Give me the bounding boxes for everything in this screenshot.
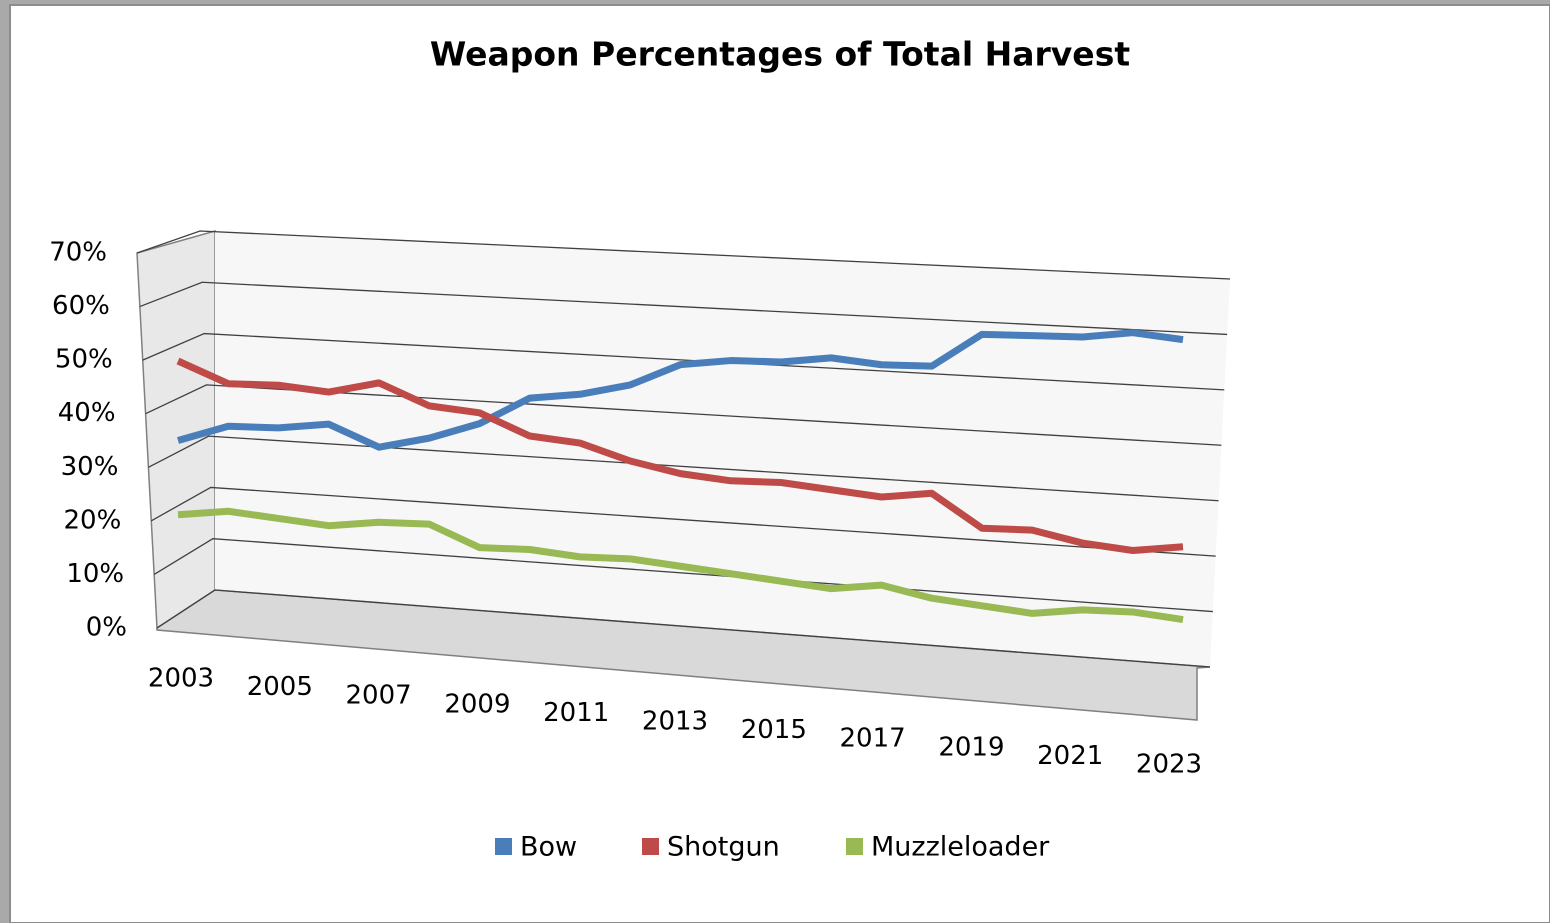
legend-swatch (846, 838, 863, 855)
x-tick-label: 2015 (741, 715, 807, 745)
x-tick-label: 2017 (840, 724, 906, 754)
x-tick-label: 2021 (1037, 741, 1103, 771)
chart-title: Weapon Percentages of Total Harvest (430, 35, 1130, 74)
legend-swatch (642, 838, 659, 855)
series-line (176, 357, 1184, 555)
grid-line (148, 435, 1219, 502)
legend-label: Shotgun (667, 832, 780, 863)
x-tick-label: 2003 (148, 664, 214, 694)
series-line (177, 507, 1184, 624)
y-tick-label: 10% (66, 559, 124, 589)
x-tick-label: 2013 (642, 707, 708, 737)
grid-line (136, 230, 1231, 280)
y-tick-label: 50% (55, 345, 113, 375)
y-tick-label: 0% (86, 613, 127, 643)
legend-swatch (495, 838, 512, 855)
y-tick-label: 40% (58, 398, 116, 428)
legend-label: Muzzleloader (871, 832, 1050, 863)
y-tick-label: 20% (63, 505, 121, 535)
x-tick-label: 2005 (247, 672, 313, 702)
grid-line (145, 384, 1222, 446)
x-tick-label: 2019 (938, 732, 1004, 762)
grid-line (150, 486, 1216, 557)
x-tick-label: 2009 (444, 689, 510, 719)
grid-line (156, 589, 1211, 668)
series-line (177, 329, 1184, 451)
x-tick-label: 2023 (1136, 750, 1202, 780)
legend-label: Bow (520, 832, 577, 863)
grid-line (142, 332, 1225, 391)
y-tick-label: 30% (61, 452, 119, 482)
y-tick-label: 60% (52, 291, 110, 321)
grid-line (139, 281, 1228, 336)
y-tick-label: 70% (49, 238, 107, 268)
x-tick-label: 2011 (543, 698, 609, 728)
x-tick-label: 2007 (346, 681, 412, 711)
